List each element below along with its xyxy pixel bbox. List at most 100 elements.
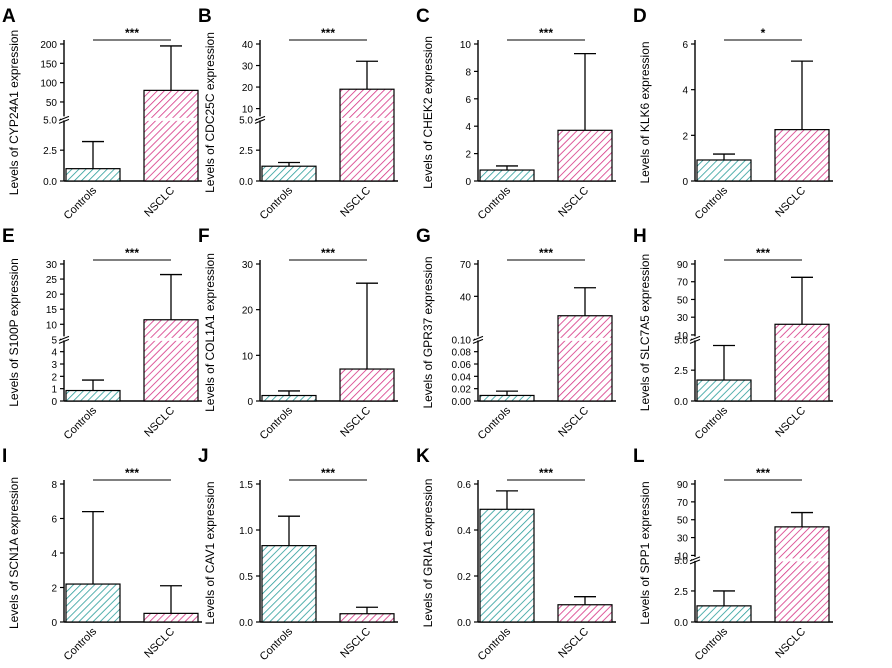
axis-break-mark: [58, 335, 70, 341]
y-axis-label: Levels of KLK6 expression: [638, 41, 652, 183]
significance-label: ***: [125, 466, 139, 480]
y-tick-label: 0.0: [457, 618, 471, 629]
y-tick-label: 10: [242, 105, 254, 116]
y-axis-label: Levels of CHEK2 expression: [421, 36, 435, 189]
significance-label: ***: [125, 246, 139, 260]
category-label: Controls: [693, 404, 731, 442]
y-tick-label: 30: [242, 260, 254, 271]
axis-break-mark: [254, 118, 266, 124]
bar-nsclc: [774, 323, 830, 402]
category-label: Controls: [693, 184, 731, 222]
y-tick-label: 30: [46, 260, 58, 271]
y-tick-label: 5.0: [43, 115, 57, 126]
bar-controls: [696, 605, 752, 623]
y-tick-label: 70: [460, 260, 472, 271]
bar-break-band: [559, 337, 611, 341]
axis-break-mark: [472, 335, 484, 341]
category-label: Controls: [258, 625, 296, 663]
y-tick-label: 2: [682, 131, 688, 142]
y-tick-label: 0.00: [452, 397, 472, 408]
panel-label: G: [416, 226, 431, 247]
y-tick-label: 0.0: [674, 618, 688, 629]
y-tick-label: 0: [247, 397, 253, 408]
significance-label: ***: [756, 466, 770, 480]
panel-label: H: [633, 226, 647, 247]
panel-j: J Levels of CAV1 expression 0.0 0.5 1.0 1.5 Co…: [198, 446, 398, 663]
y-tick-label: 0.5: [239, 572, 253, 583]
y-tick-label: 4: [51, 348, 57, 359]
panel-label: I: [2, 446, 7, 467]
y-tick-label: 30: [242, 62, 254, 73]
y-axis-label: Levels of GPR37 expression: [421, 256, 435, 408]
y-tick-label: 4: [682, 86, 688, 97]
panel-d: D Levels of KLK6 expression 0 2 4 6 Controls NS…: [633, 6, 833, 222]
bar-break-band: [776, 558, 828, 562]
y-axis-label: Levels of CAV1 expression: [203, 481, 217, 624]
category-label: Controls: [258, 404, 296, 442]
bar-nsclc: [339, 613, 395, 623]
axis-break-mark: [58, 338, 70, 344]
y-tick-label: 0.08: [452, 348, 472, 359]
y-tick-label: 0: [682, 177, 688, 188]
y-tick-label: 0.06: [452, 360, 472, 371]
category-label: Controls: [62, 404, 100, 442]
y-tick-label: 30: [677, 313, 689, 324]
bar-controls: [65, 168, 121, 182]
category-label: NSCLC: [773, 626, 808, 661]
y-tick-label: 1.5: [239, 480, 253, 491]
y-tick-label: 0.04: [452, 372, 472, 383]
panel-label: K: [416, 446, 430, 467]
panel-label: B: [198, 6, 212, 27]
y-tick-label: 8: [51, 480, 57, 491]
y-tick-label: 2.5: [674, 366, 688, 377]
y-axis-label: Levels of CDC25C expression: [203, 32, 217, 193]
y-tick-label: 0.10: [452, 335, 472, 346]
bar-nsclc: [143, 319, 199, 402]
category-label: NSCLC: [773, 405, 808, 440]
y-tick-label: 5.0: [239, 115, 253, 126]
y-tick-label: 0.0: [239, 177, 253, 188]
y-tick-label: 20: [242, 306, 254, 317]
y-tick-label: 6: [51, 515, 57, 526]
y-tick-label: 10: [460, 40, 472, 51]
panel-f: F Levels of COL1A1 expression 0 10 20 30 Contr…: [198, 226, 398, 442]
y-tick-label: 15: [46, 305, 58, 316]
panel-h: H Levels of SLC7A5 expression 0.0 2.5 5.010 3…: [633, 226, 833, 442]
bar-break-band: [776, 337, 828, 341]
axis-break-mark: [254, 115, 266, 121]
panel-label: L: [633, 446, 645, 467]
y-tick-label: 0: [465, 177, 471, 188]
category-label: Controls: [693, 625, 731, 663]
y-tick-label: 2: [51, 584, 57, 595]
bar-controls: [479, 169, 535, 182]
panel-a: A Levels of CYP24A1 expression 0.0 2.5 5.0 50…: [2, 6, 202, 222]
y-tick-label: 20: [242, 83, 254, 94]
category-label: NSCLC: [142, 626, 177, 661]
y-tick-label: 90: [677, 260, 689, 271]
category-label: NSCLC: [556, 626, 591, 661]
significance-label: *: [761, 26, 766, 40]
axis-break-mark: [689, 556, 701, 562]
panel-c: C Levels of CHEK2 expression 0 2 4 6 8 10 Contro…: [416, 6, 616, 222]
bar-controls: [261, 394, 317, 402]
y-tick-label: 150: [40, 59, 57, 70]
y-tick-label: 200: [40, 40, 57, 51]
panel-label: J: [198, 446, 209, 467]
significance-label: ***: [539, 466, 553, 480]
panel-k: K Levels of GRIA1 expression 0.0 0.2 0.4 0.6 C…: [416, 446, 616, 663]
axis-break-mark: [689, 335, 701, 341]
axis-break-mark: [58, 118, 70, 124]
y-tick-label: 0.6: [457, 480, 471, 491]
bar-nsclc: [557, 129, 613, 182]
axis-break-mark: [689, 559, 701, 565]
y-tick-label: 5: [51, 335, 57, 346]
y-tick-label: 2: [51, 372, 57, 383]
y-tick-label: 8: [465, 67, 471, 78]
bar-nsclc: [339, 88, 395, 182]
category-label: NSCLC: [142, 405, 177, 440]
y-tick-label: 50: [46, 98, 58, 109]
significance-label: ***: [321, 466, 335, 480]
y-axis-label: Levels of S100P expression: [7, 258, 21, 407]
axis-break-mark: [58, 115, 70, 121]
